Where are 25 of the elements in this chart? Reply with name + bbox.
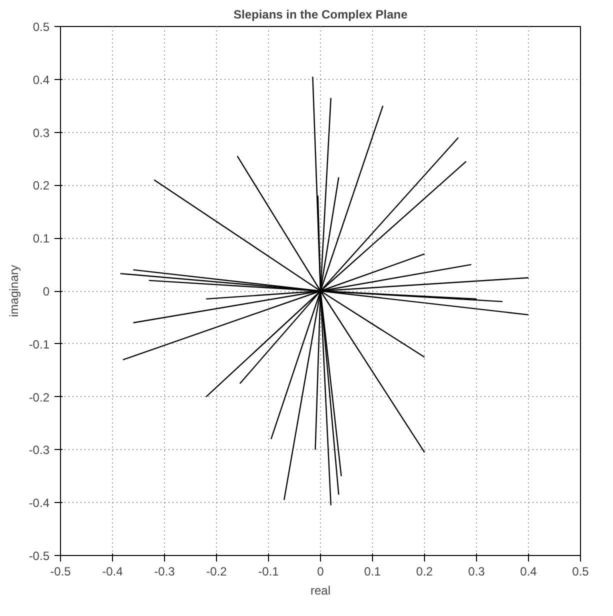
- y-tick-label: 0.1: [32, 232, 50, 246]
- y-tick-label: 0.3: [32, 126, 50, 140]
- y-tick-label: -0.4: [28, 496, 50, 510]
- x-tick-label: 0.4: [520, 564, 538, 578]
- x-tick-label: -0.4: [102, 564, 124, 578]
- x-tick-label: 0: [317, 564, 324, 578]
- chart-title: Slepians in the Complex Plane: [233, 8, 408, 22]
- y-tick-label: -0.5: [28, 549, 50, 563]
- y-tick-label: 0.5: [32, 20, 50, 34]
- x-tick-label: 0.3: [468, 564, 486, 578]
- x-tick-label: 0.5: [572, 564, 590, 578]
- y-axis-title: imaginary: [6, 264, 21, 318]
- y-tick-label: -0.1: [28, 337, 50, 352]
- x-tick-label: 0.1: [364, 564, 382, 578]
- y-tick-label: 0: [42, 284, 50, 298]
- x-tick-label: 0.2: [416, 564, 434, 578]
- y-tick-label: 0.2: [32, 178, 50, 193]
- y-tick-label: 0.4: [32, 72, 50, 87]
- y-tick-label: -0.2: [28, 390, 50, 404]
- x-tick-label: -0.3: [154, 564, 176, 578]
- x-tick-label: -0.1: [258, 564, 280, 578]
- y-tick-label: -0.3: [28, 443, 50, 458]
- x-tick-label: -0.2: [206, 564, 228, 578]
- x-axis-title: real: [310, 584, 331, 598]
- x-tick-label: -0.5: [50, 564, 72, 578]
